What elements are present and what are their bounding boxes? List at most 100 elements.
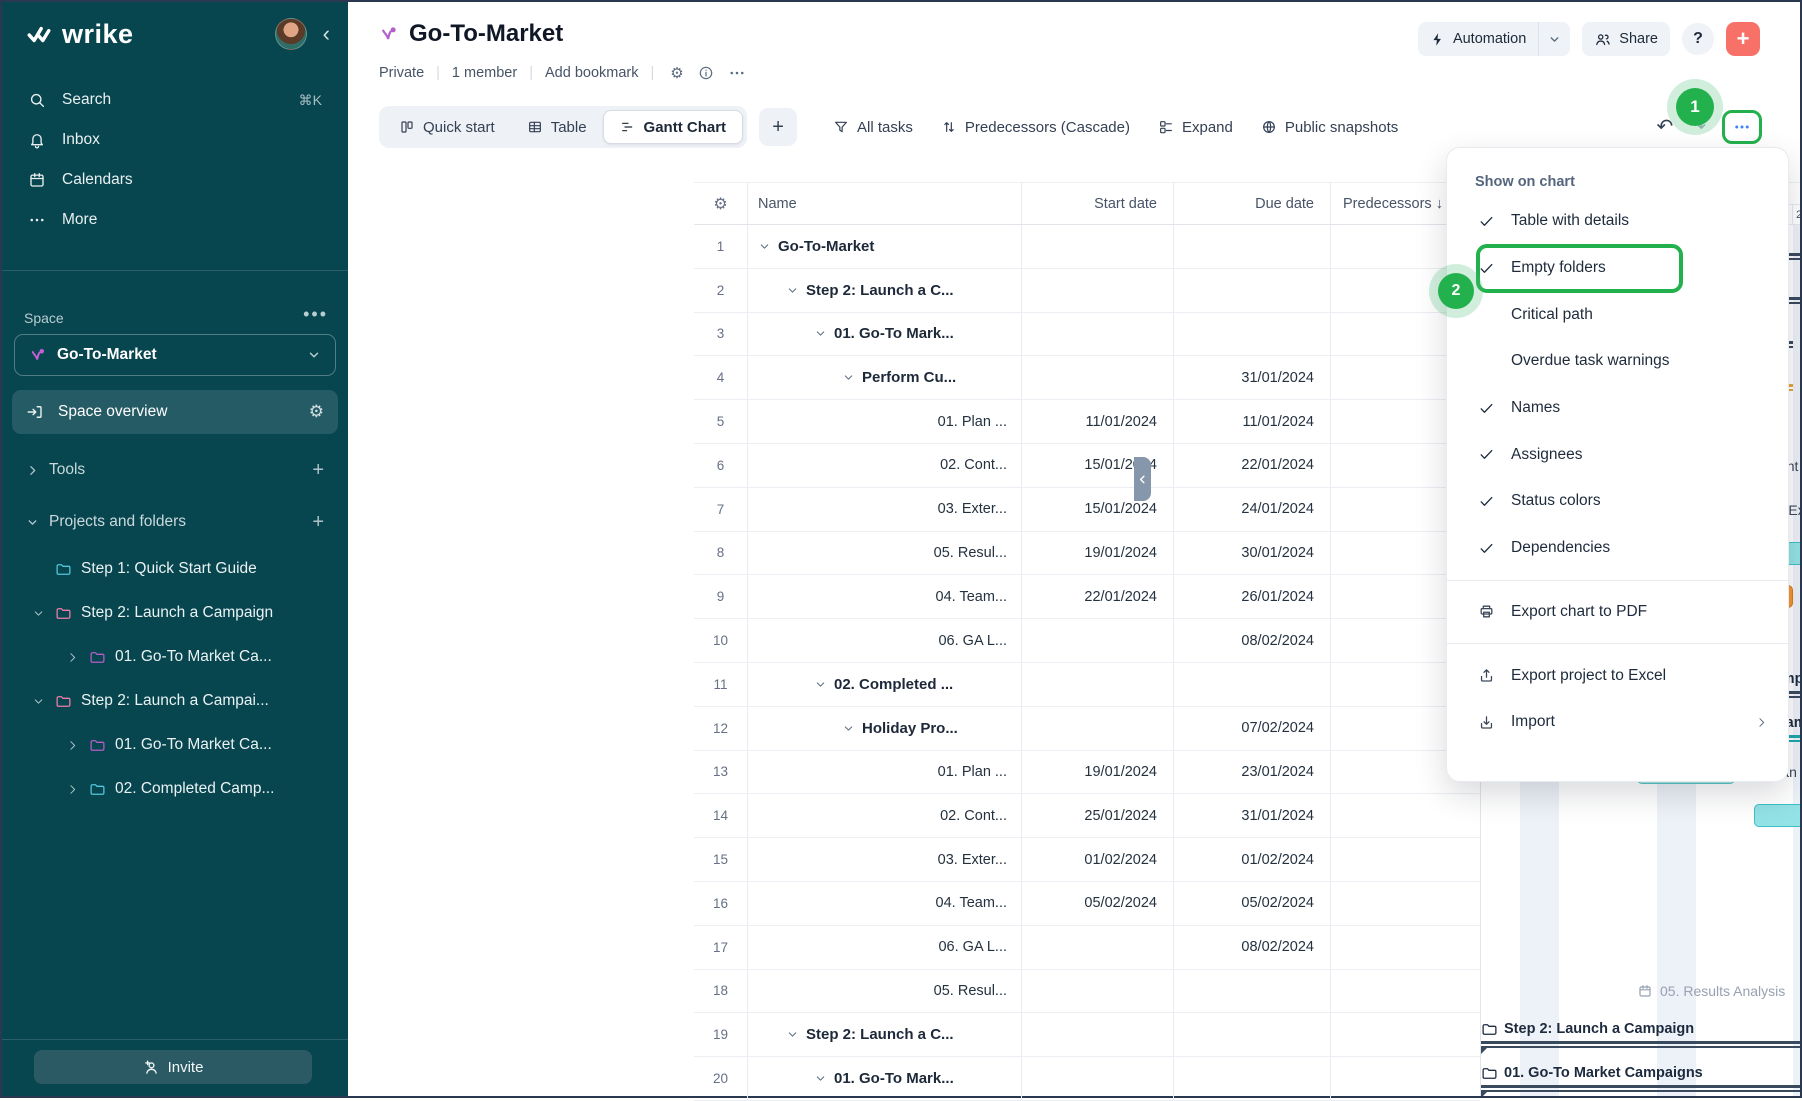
sidebar-folder-02-completed-camp[interactable]: 02. Completed Camp...	[12, 767, 338, 811]
table-row[interactable]: 16 04. Team... 05/02/2024 05/02/2024	[694, 881, 1480, 926]
sidebar-group-tools[interactable]: Tools +	[12, 450, 338, 490]
menu-item-export-project-to-excel[interactable]: Export project to Excel	[1447, 652, 1788, 699]
collapse-sidebar-icon[interactable]: ‹	[322, 21, 330, 46]
start-date-cell[interactable]: 19/01/2024	[1022, 750, 1174, 794]
due-date-cell[interactable]: 31/01/2024	[1174, 794, 1331, 838]
chevron-down-icon[interactable]	[814, 327, 827, 340]
table-row[interactable]: 5 01. Plan ... 11/01/2024 11/01/2024	[694, 400, 1480, 444]
sidebar-group-projects-and-folders[interactable]: Projects and folders +	[12, 502, 338, 542]
toolbar-expand[interactable]: Expand	[1158, 119, 1233, 136]
table-row[interactable]: 20 01. Go-To Mark...	[694, 1057, 1480, 1101]
table-row[interactable]: 7 03. Exter... 15/01/2024 24/01/2024	[694, 487, 1480, 532]
toolbar-predecessors-cascade[interactable]: Predecessors (Cascade)	[941, 119, 1130, 136]
due-date-cell[interactable]: 26/01/2024	[1174, 575, 1331, 619]
add-project-icon[interactable]: +	[312, 510, 324, 533]
meta-private[interactable]: Private	[379, 65, 425, 81]
predecessors-cell[interactable]	[1331, 838, 1480, 881]
project-info-icon[interactable]	[698, 65, 714, 81]
space-selector[interactable]: Go-To-Market	[14, 334, 336, 376]
user-avatar[interactable]	[274, 18, 307, 50]
add-tool-icon[interactable]: +	[312, 458, 324, 481]
due-date-cell[interactable]: 24/01/2024	[1174, 487, 1331, 531]
start-date-cell[interactable]	[1022, 356, 1174, 400]
add-new-button[interactable]: +	[1726, 22, 1760, 56]
share-button[interactable]: Share	[1582, 22, 1670, 56]
table-row[interactable]: 1 Go-To-Market	[694, 225, 1480, 269]
table-row[interactable]: 6 02. Cont... 15/01/2024 22/01/2024	[694, 443, 1480, 488]
table-row[interactable]: 15 03. Exter... 01/02/2024 01/02/2024	[694, 838, 1480, 882]
tab-quick-start[interactable]: Quick start	[383, 110, 511, 144]
task-name-cell[interactable]: Go-To-Market	[748, 225, 1022, 268]
undo-button[interactable]: ↶	[1656, 116, 1674, 138]
task-name-cell[interactable]: 01. Go-To Mark...	[748, 312, 1022, 356]
column-header-start-date[interactable]: Start date	[1022, 183, 1174, 224]
start-date-cell[interactable]: 05/02/2024	[1022, 881, 1174, 925]
predecessors-cell[interactable]	[1331, 1057, 1480, 1100]
sidebar-folder-step-2-launch-a-campai[interactable]: Step 2: Launch a Campai...	[12, 679, 338, 723]
table-row[interactable]: 19 Step 2: Launch a C...	[694, 1013, 1480, 1058]
task-name-cell[interactable]: 03. Exter...	[748, 838, 1022, 881]
due-date-cell[interactable]: 07/02/2024	[1174, 706, 1331, 750]
column-header-predecessors[interactable]: Predecessors ↓	[1343, 195, 1443, 212]
chevron-down-icon[interactable]	[30, 607, 46, 620]
gantt-bar-02-content-development[interactable]	[1754, 804, 1800, 828]
table-row[interactable]: 10 06. GA L... 08/02/2024	[694, 619, 1480, 663]
chevron-right-icon[interactable]	[64, 783, 80, 796]
due-date-cell[interactable]	[1174, 312, 1331, 356]
predecessors-cell[interactable]	[1331, 926, 1480, 969]
due-date-cell[interactable]	[1174, 1013, 1331, 1057]
start-date-cell[interactable]: 22/01/2024	[1022, 575, 1174, 619]
meta-add-bookmark[interactable]: Add bookmark	[544, 65, 639, 81]
task-name-cell[interactable]: Perform Cu...	[748, 356, 1022, 400]
menu-item-dependencies[interactable]: Dependencies	[1447, 525, 1788, 572]
predecessors-cell[interactable]	[1331, 1013, 1480, 1056]
chevron-down-icon[interactable]	[814, 1072, 827, 1085]
chevron-right-icon[interactable]	[64, 651, 80, 664]
menu-item-import[interactable]: Import	[1447, 699, 1788, 746]
table-row[interactable]: 8 05. Resul... 19/01/2024 30/01/2024	[694, 531, 1480, 576]
task-name-cell[interactable]: 05. Resul...	[748, 531, 1022, 575]
meta-1-member[interactable]: 1 member	[451, 65, 518, 81]
menu-item-assignees[interactable]: Assignees	[1447, 431, 1788, 478]
gantt-summary-step-2-launch-a-campaign[interactable]: Step 2: Launch a Campaign	[1481, 1017, 1800, 1055]
task-name-cell[interactable]: 04. Team...	[748, 881, 1022, 925]
column-header-due-date[interactable]: Due date	[1174, 183, 1331, 224]
task-name-cell[interactable]: Step 2: Launch a C...	[748, 1013, 1022, 1057]
table-row[interactable]: 14 02. Cont... 25/01/2024 31/01/2024	[694, 794, 1480, 839]
due-date-cell[interactable]: 22/01/2024	[1174, 443, 1331, 487]
space-settings-icon[interactable]: ⚙	[308, 402, 324, 421]
start-date-cell[interactable]	[1022, 925, 1174, 969]
automation-dropdown-icon[interactable]	[1538, 22, 1571, 56]
task-name-cell[interactable]: 01. Go-To Mark...	[748, 1057, 1022, 1100]
menu-item-empty-folders[interactable]: Empty folders	[1447, 243, 1788, 293]
menu-item-overdue-task-warnings[interactable]: Overdue task warnings	[1447, 338, 1788, 385]
start-date-cell[interactable]: 11/01/2024	[1022, 400, 1174, 443]
tab-gantt-chart[interactable]: Gantt Chart	[602, 110, 744, 144]
sidebar-item-inbox[interactable]: Inbox	[12, 120, 338, 160]
due-date-cell[interactable]: 30/01/2024	[1174, 531, 1331, 575]
start-date-cell[interactable]	[1022, 706, 1174, 750]
sidebar-folder-step-2-launch-a-campaign[interactable]: Step 2: Launch a Campaign	[12, 591, 338, 635]
invite-button[interactable]: Invite	[34, 1050, 312, 1084]
task-name-cell[interactable]: 04. Team...	[748, 575, 1022, 619]
start-date-cell[interactable]	[1022, 312, 1174, 356]
table-row[interactable]: 9 04. Team... 22/01/2024 26/01/2024	[694, 575, 1480, 620]
due-date-cell[interactable]: 01/02/2024	[1174, 838, 1331, 881]
task-name-cell[interactable]: 01. Plan ...	[748, 400, 1022, 443]
due-date-cell[interactable]: 05/02/2024	[1174, 881, 1331, 925]
sidebar-item-search[interactable]: Search ⌘K	[12, 80, 338, 120]
table-row[interactable]: 3 01. Go-To Mark...	[694, 312, 1480, 357]
menu-item-status-colors[interactable]: Status colors	[1447, 478, 1788, 525]
chevron-down-icon[interactable]	[842, 722, 855, 735]
due-date-cell[interactable]: 08/02/2024	[1174, 619, 1331, 662]
task-name-cell[interactable]: 05. Resul...	[748, 969, 1022, 1013]
table-row[interactable]: 2 Step 2: Launch a C...	[694, 268, 1480, 313]
start-date-cell[interactable]: 01/02/2024	[1022, 838, 1174, 881]
chevron-down-icon[interactable]	[786, 284, 799, 297]
sidebar-folder-step-1-quick-start-guide[interactable]: Step 1: Quick Start Guide	[12, 547, 338, 591]
due-date-cell[interactable]	[1174, 1057, 1331, 1100]
task-name-cell[interactable]: 06. GA L...	[748, 925, 1022, 969]
toolbar-all-tasks[interactable]: All tasks	[833, 119, 913, 136]
start-date-cell[interactable]: 25/01/2024	[1022, 794, 1174, 838]
chevron-down-icon[interactable]	[814, 678, 827, 691]
